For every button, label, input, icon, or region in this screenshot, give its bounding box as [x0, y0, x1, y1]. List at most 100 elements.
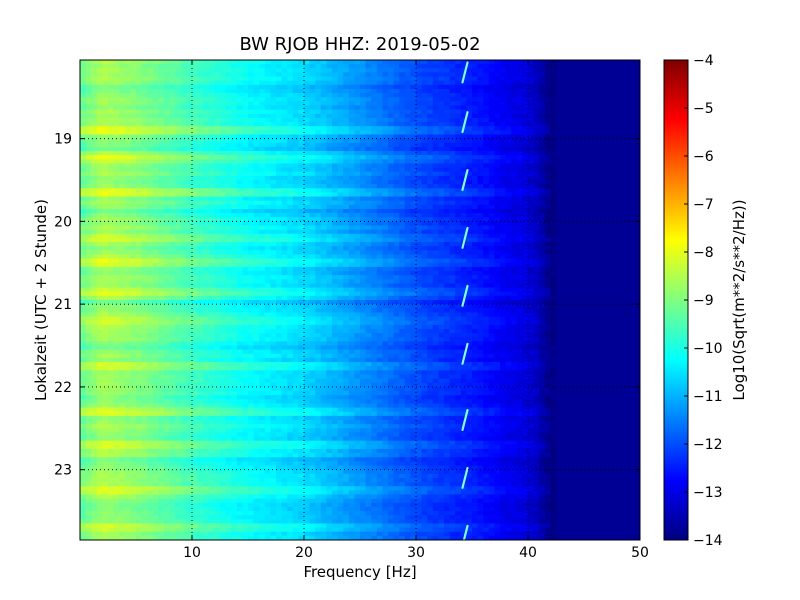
heatmap-cell: [220, 109, 227, 115]
heatmap-cell: [533, 105, 540, 111]
heatmap-cell: [309, 159, 316, 165]
heatmap-cell: [180, 159, 187, 165]
heatmap-cell: [180, 101, 187, 107]
heatmap-cell: [561, 134, 568, 140]
heatmap-cell: [522, 196, 529, 202]
heatmap-cell: [522, 188, 529, 194]
heatmap-cell: [455, 84, 462, 90]
heatmap-cell: [516, 163, 523, 169]
heatmap-cell: [483, 64, 490, 69]
heatmap-cell: [584, 80, 591, 86]
heatmap-cell: [292, 262, 299, 268]
heatmap-cell: [326, 76, 333, 82]
heatmap-cell: [410, 88, 417, 94]
heatmap-cell: [455, 151, 462, 156]
heatmap-cell: [393, 204, 400, 210]
heatmap-cell: [259, 155, 266, 160]
heatmap-cell: [427, 134, 434, 140]
heatmap-cell: [516, 180, 523, 185]
heatmap-cell: [186, 80, 193, 86]
heatmap-cell: [522, 167, 529, 173]
heatmap-cell: [158, 93, 165, 98]
heatmap-cell: [511, 151, 518, 156]
heatmap-cell: [589, 130, 596, 136]
heatmap-cell: [332, 138, 339, 144]
heatmap-cell: [270, 192, 277, 198]
heatmap-cell: [326, 229, 333, 235]
heatmap-cell: [337, 225, 344, 231]
heatmap-cell: [500, 84, 507, 90]
heatmap-cell: [186, 117, 193, 123]
heatmap-cell: [270, 142, 277, 148]
heatmap-cell: [572, 246, 579, 251]
heatmap-cell: [225, 221, 232, 227]
heatmap-cell: [108, 97, 115, 102]
heatmap-cell: [119, 246, 126, 251]
heatmap-cell: [332, 126, 339, 131]
heatmap-cell: [320, 146, 327, 152]
heatmap-cell: [287, 97, 294, 102]
heatmap-cell: [180, 134, 187, 140]
heatmap-cell: [141, 196, 148, 202]
heatmap-cell: [399, 101, 406, 107]
heatmap-cell: [382, 130, 389, 136]
heatmap-cell: [298, 101, 305, 107]
heatmap-cell: [589, 93, 596, 98]
heatmap-cell: [225, 188, 232, 194]
heatmap-cell: [292, 242, 299, 247]
heatmap-cell: [158, 84, 165, 90]
heatmap-cell: [242, 146, 249, 152]
heatmap-cell: [141, 208, 148, 214]
heatmap-cell: [242, 188, 249, 194]
heatmap-cell: [444, 138, 451, 144]
heatmap-cell: [248, 258, 255, 264]
heatmap-cell: [544, 126, 551, 131]
heatmap-cell: [360, 151, 367, 156]
heatmap-cell: [589, 229, 596, 235]
heatmap-cell: [438, 84, 445, 90]
heatmap-cell: [180, 213, 187, 218]
heatmap-cell: [343, 258, 350, 264]
heatmap-cell: [292, 64, 299, 69]
heatmap-cell: [623, 233, 630, 239]
heatmap-cell: [298, 130, 305, 136]
heatmap-cell: [516, 60, 523, 65]
heatmap-cell: [242, 93, 249, 98]
heatmap-cell: [460, 93, 467, 98]
heatmap-cell: [309, 64, 316, 69]
heatmap-cell: [528, 163, 535, 169]
heatmap-cell: [276, 97, 283, 102]
heatmap-cell: [147, 93, 154, 98]
heatmap-cell: [472, 196, 479, 202]
heatmap-cell: [91, 258, 98, 264]
heatmap-cell: [197, 246, 204, 251]
heatmap-cell: [326, 204, 333, 210]
heatmap-cell: [220, 97, 227, 102]
heatmap-cell: [253, 262, 260, 268]
heatmap-cell: [113, 163, 120, 169]
heatmap-cell: [124, 184, 131, 189]
heatmap-cell: [158, 142, 165, 148]
heatmap-cell: [572, 221, 579, 227]
heatmap-cell: [544, 237, 551, 243]
heatmap-cell: [578, 76, 585, 82]
heatmap-cell: [460, 84, 467, 90]
heatmap-cell: [382, 155, 389, 160]
heatmap-cell: [567, 204, 574, 210]
heatmap-cell: [225, 60, 232, 65]
heatmap-cell: [567, 60, 574, 65]
heatmap-cell: [533, 229, 540, 235]
heatmap-cell: [511, 76, 518, 82]
heatmap-cell: [528, 188, 535, 194]
heatmap-cell: [225, 258, 232, 264]
heatmap-cell: [522, 101, 529, 107]
heatmap-cell: [270, 246, 277, 251]
heatmap-cell: [242, 117, 249, 123]
heatmap-cell: [108, 155, 115, 160]
heatmap-cell: [96, 246, 103, 251]
heatmap-cell: [600, 64, 607, 69]
heatmap-cell: [276, 213, 283, 218]
heatmap-cell: [477, 246, 484, 251]
heatmap-cell: [360, 167, 367, 173]
heatmap-cell: [488, 88, 495, 94]
